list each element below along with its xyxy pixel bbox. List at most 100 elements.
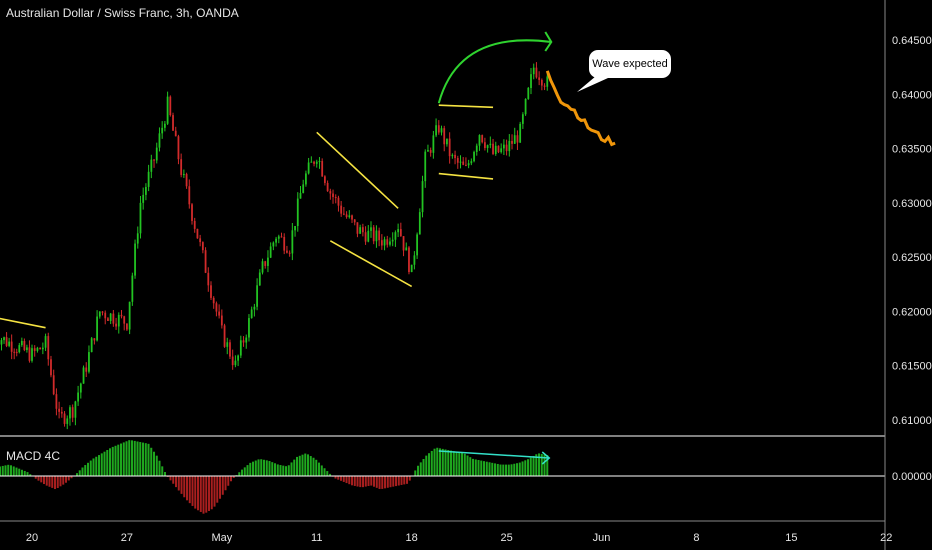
candle-body [96,316,98,341]
candle-body [185,174,188,187]
candle-body [123,316,126,324]
macd-bar [296,456,299,476]
candle-body [39,347,42,350]
candle-body [85,367,88,372]
candle-body [245,337,248,343]
candle-body [33,348,36,351]
candle-body [540,80,543,86]
macd-bar [18,468,21,476]
macd-bar [359,476,362,488]
candle-body [18,345,21,353]
macd-bar [458,452,461,476]
macd-bar [106,449,109,476]
macd-bar [188,476,191,504]
candle-body [386,239,389,245]
candle-body [500,148,503,153]
macd-bar [175,476,178,488]
candle-body [454,154,456,159]
macd-bar [433,448,436,476]
macd-bar [70,476,73,479]
candle-body [345,214,348,218]
candle-body [101,311,104,313]
trendline[interactable] [438,172,494,180]
macd-bar [202,476,205,514]
macd-bar [78,470,81,476]
macd-bar [348,476,351,485]
candle-body [413,255,416,265]
candle-body [55,394,58,409]
macd-bar [67,476,70,481]
candle-body [486,145,489,149]
macd-bar [216,476,219,503]
candle-body [150,159,153,172]
macd-bar [37,476,40,481]
macd-bar [199,476,202,512]
y-tick-label: 0.64500 [892,35,932,47]
macd-bar [353,476,356,486]
macd-bar [518,462,521,476]
candle-body [348,215,351,218]
candle-body [258,272,261,286]
candle-body [378,230,381,241]
macd-bar [480,460,483,476]
macd-bar [147,443,150,476]
macd-bar [208,476,211,511]
candle-body [264,261,267,266]
candle-body [60,411,63,414]
candle-body [399,229,402,237]
candle-body [465,164,467,166]
trendline[interactable] [438,104,494,109]
macd-bar [84,465,87,476]
candle-body [375,230,378,242]
macd-bar [252,461,255,476]
candle-body [286,250,288,253]
macd-bar [334,476,337,479]
candle-body [88,352,90,372]
macd-bar [282,465,285,476]
candle-body [283,236,286,251]
macd-bar [463,453,466,476]
macd-bar [351,476,354,486]
candle-body [50,359,52,376]
candle-body [521,114,524,124]
candle-body [340,205,343,214]
macd-bar [243,467,246,476]
macd-bar [507,464,510,476]
macd-bar [477,460,480,476]
macd-bar [260,459,263,476]
candle-body [269,246,272,258]
trendline[interactable] [329,240,413,288]
candle-body [429,150,432,153]
macd-bar [263,459,266,476]
price-axis[interactable]: 0.64500 0.64000 0.63500 0.63000 0.62500 0.620… [892,35,932,483]
candle-body [158,133,161,148]
macd-bar [510,464,513,476]
macd-bar [114,445,117,476]
candle-body [139,202,142,234]
chart-title: Australian Dollar / Swiss Franc, 3h, OAN… [6,6,239,20]
candle-body [8,341,11,346]
macd-bar [414,470,417,476]
candle-body [253,306,256,310]
trendline[interactable] [0,317,46,329]
macd-bar [186,476,189,501]
macd-bar [469,457,472,476]
candle-body [443,128,446,145]
macd-bar [546,455,549,476]
candle-body [15,351,18,353]
candle-body [305,173,307,185]
candle-body [489,143,492,146]
candle-body [494,145,497,154]
macd-bar [87,462,90,476]
macd-bar [232,476,235,478]
macd-bar [375,476,378,488]
candle-body [299,192,302,199]
candle-body [93,338,96,341]
trendline[interactable] [316,131,399,209]
x-tick-label: 27 [121,532,133,544]
time-axis[interactable]: 20 27 May 11 18 25 Jun 8 15 22 [26,532,893,544]
candle-body [334,197,337,199]
candle-body [337,197,340,206]
candle-body [120,314,123,317]
